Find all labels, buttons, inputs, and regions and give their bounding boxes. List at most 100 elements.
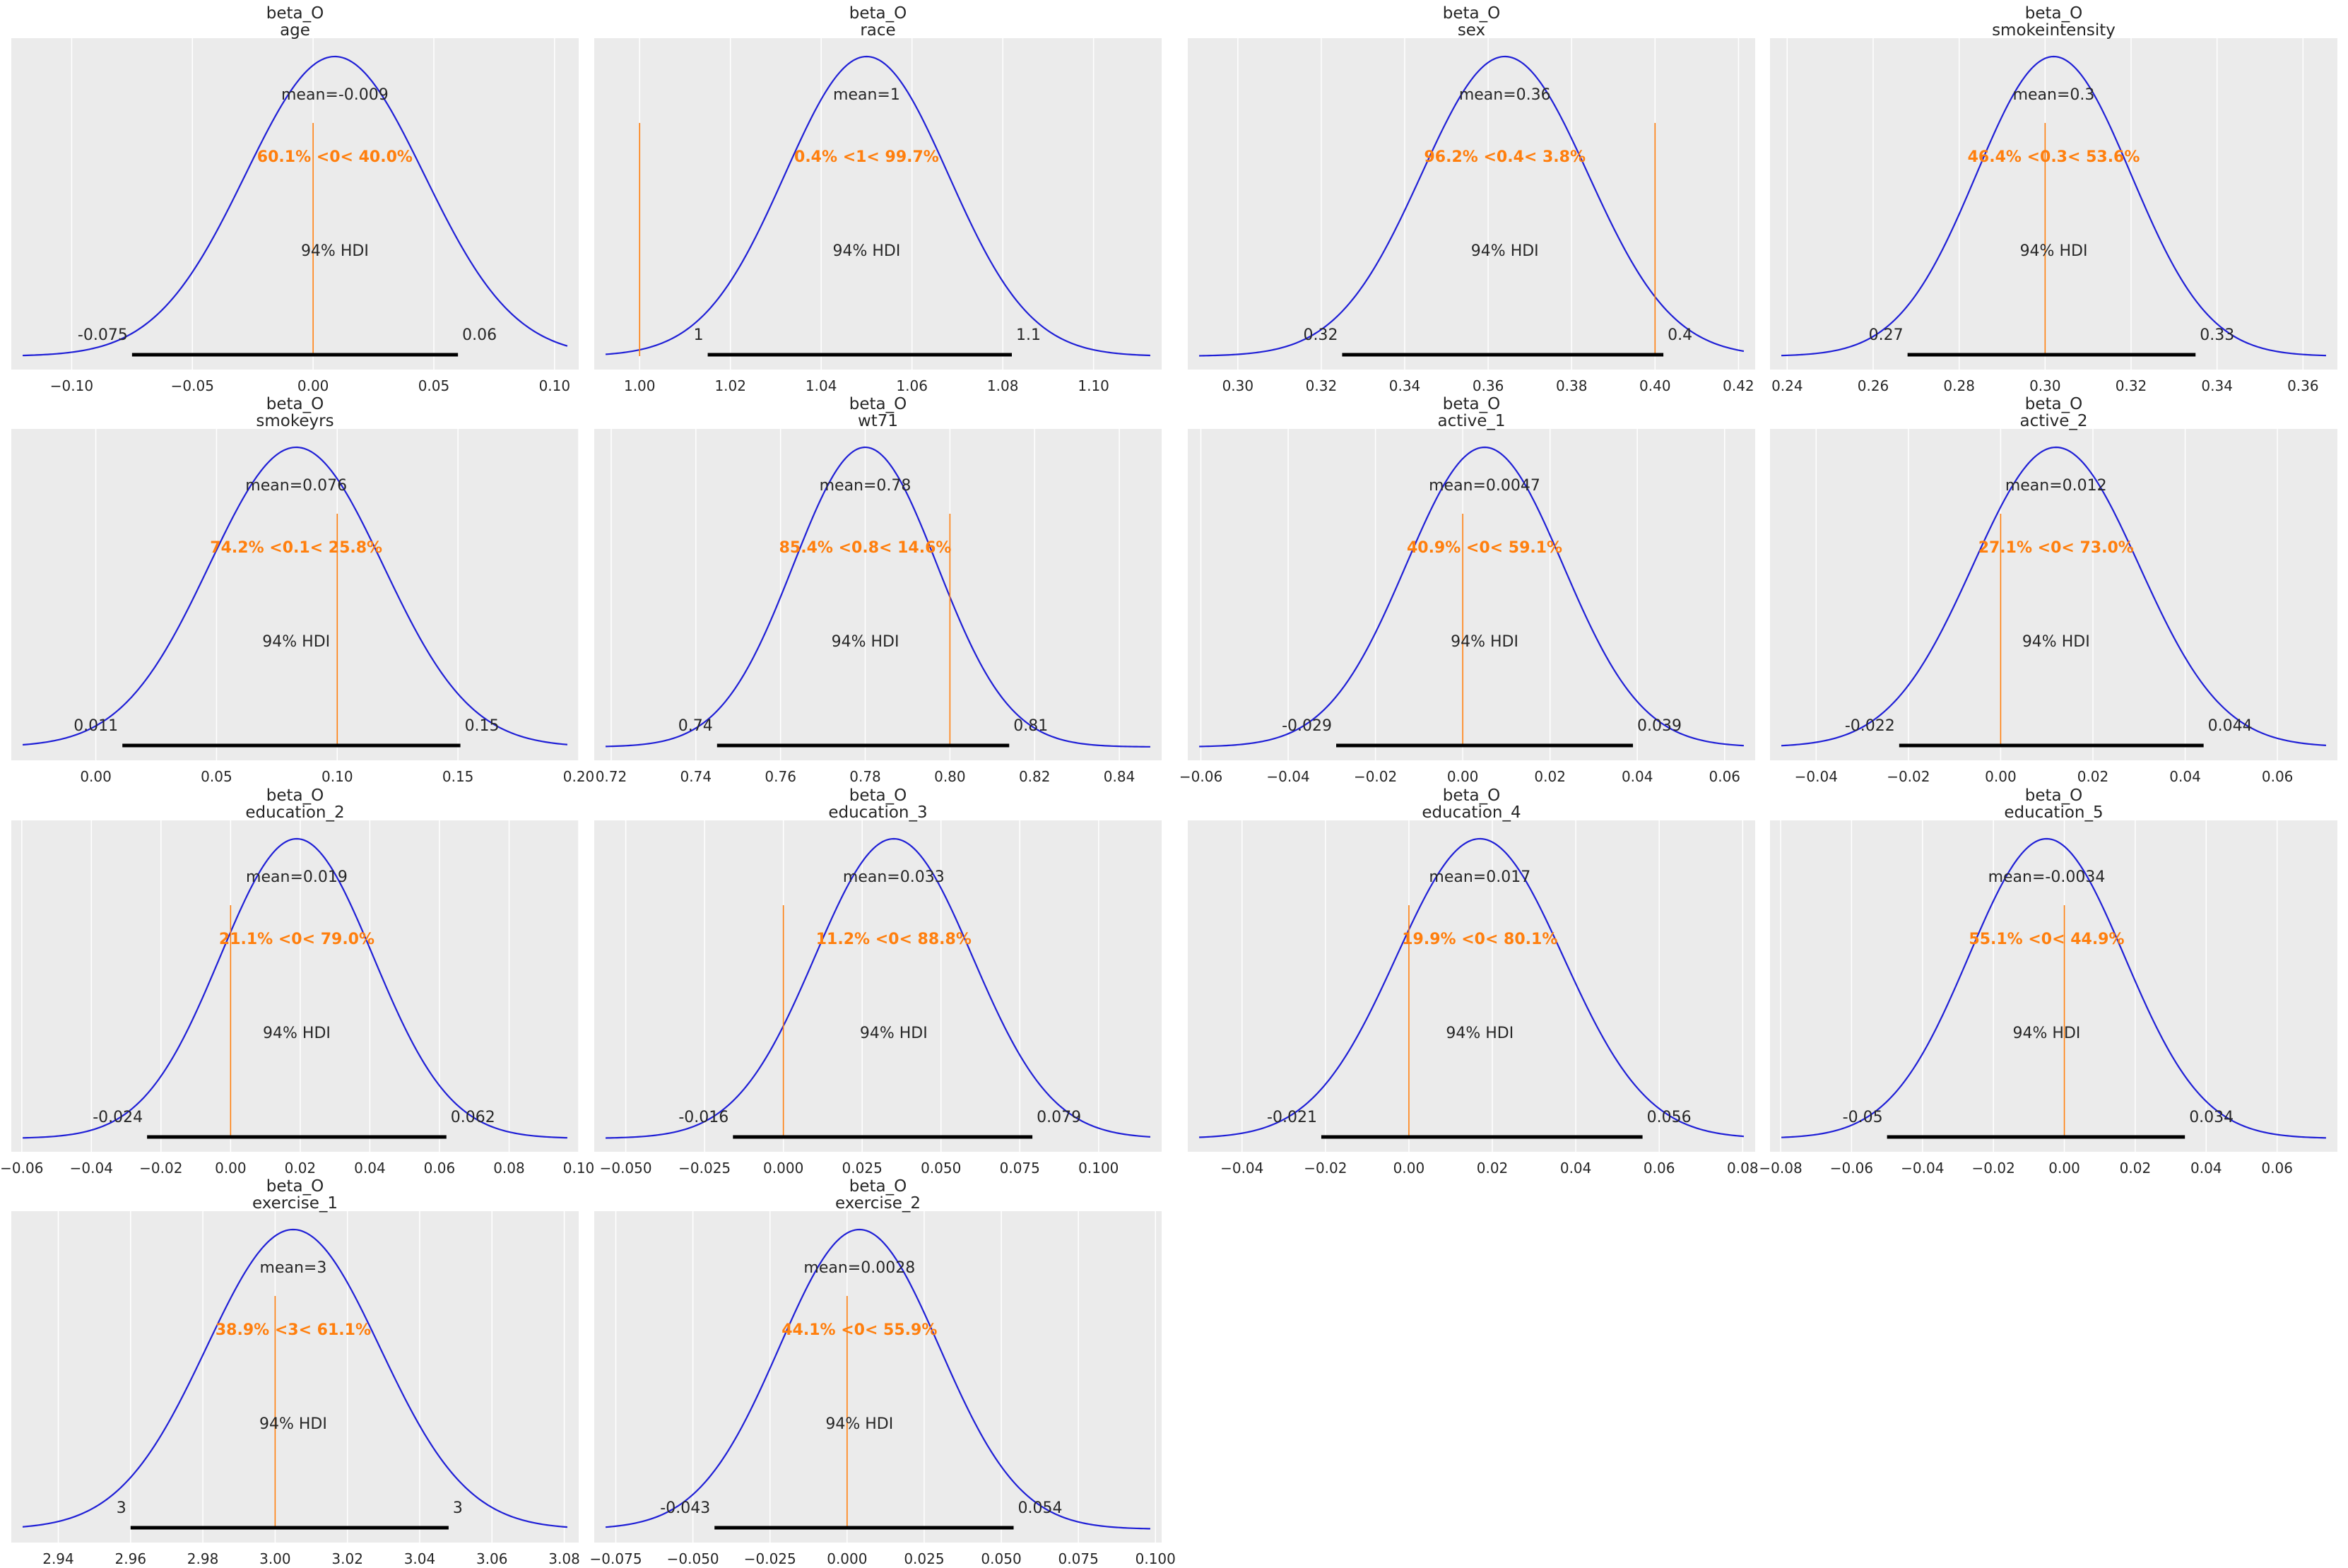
panel-subtitle: education_4 xyxy=(1422,803,1521,822)
x-tick-label: −0.04 xyxy=(1795,768,1838,785)
density-curve xyxy=(22,1228,568,1528)
x-tick-label: −0.02 xyxy=(1304,1160,1347,1177)
x-tick-label: −0.04 xyxy=(70,1160,113,1177)
x-tick-label: 0.04 xyxy=(1622,768,1653,785)
panel-title: beta_O xyxy=(849,4,907,23)
axes-background xyxy=(1770,38,2337,370)
mean-label: mean=3 xyxy=(260,1259,327,1277)
reference-label: 19.9% <0< 80.1% xyxy=(1402,931,1557,948)
x-tick-label: −0.04 xyxy=(1901,1160,1944,1177)
x-tick-label: 0.02 xyxy=(1477,1160,1509,1177)
hdi-lower-label: -0.021 xyxy=(1267,1109,1317,1126)
density-curve xyxy=(605,1228,1150,1530)
x-tick-label: 1.06 xyxy=(896,377,928,394)
x-tick-label: −0.04 xyxy=(1266,768,1309,785)
hdi-lower-label: -0.029 xyxy=(1282,717,1332,735)
x-tick-label: 0.30 xyxy=(2029,377,2061,394)
x-tick-label: 0.80 xyxy=(934,768,966,785)
x-tick-label: 0.00 xyxy=(80,768,112,785)
x-tick-label: 0.10 xyxy=(539,377,571,394)
reference-label: 85.4% <0.8< 14.6% xyxy=(779,539,952,557)
x-tick-label: 0.00 xyxy=(1985,768,2017,785)
reference-label: 96.2% <0.4< 3.8% xyxy=(1424,148,1586,166)
x-tick-label: −0.02 xyxy=(139,1160,182,1177)
x-tick-label: −0.06 xyxy=(0,1160,43,1177)
x-tick-label: 2.98 xyxy=(187,1550,219,1567)
x-tick-label: 0.24 xyxy=(1771,377,1803,394)
x-tick-label: 3.04 xyxy=(404,1550,436,1567)
x-tick-label: 0.42 xyxy=(1723,377,1754,394)
hdi-upper-label: 0.81 xyxy=(1013,717,1048,735)
reference-label: 27.1% <0< 73.0% xyxy=(1978,539,2134,557)
x-tick-label: 0.00 xyxy=(215,1160,247,1177)
axes-background xyxy=(1188,820,1755,1152)
x-tick-label: −0.04 xyxy=(1220,1160,1263,1177)
x-tick-label: 1.00 xyxy=(624,377,656,394)
x-tick-label: 0.30 xyxy=(1222,377,1254,394)
hdi-label: 94% HDI xyxy=(825,1415,893,1433)
axes-background xyxy=(1188,38,1755,370)
density-curve xyxy=(22,446,568,746)
x-tick-label: −0.075 xyxy=(590,1550,642,1567)
x-tick-label: 0.075 xyxy=(1000,1160,1040,1177)
hdi-upper-label: 0.034 xyxy=(2189,1109,2234,1126)
panel-title: beta_O xyxy=(849,395,907,413)
hdi-label: 94% HDI xyxy=(259,1415,327,1433)
hdi-upper-label: 0.33 xyxy=(2200,326,2234,344)
reference-label: 11.2% <0< 88.8% xyxy=(816,931,972,948)
density-curve xyxy=(1781,55,2326,357)
panel-subtitle: education_3 xyxy=(828,803,927,822)
hdi-lower-label: 0.011 xyxy=(73,717,118,735)
hdi-label: 94% HDI xyxy=(1446,1025,1514,1042)
hdi-upper-label: 0.056 xyxy=(1647,1109,1692,1126)
x-tick-label: 0.100 xyxy=(1135,1550,1176,1567)
panel-title: beta_O xyxy=(266,786,324,805)
reference-label: 60.1% <0< 40.0% xyxy=(257,148,413,166)
reference-label: 21.1% <0< 79.0% xyxy=(219,931,374,948)
density-curve xyxy=(23,837,567,1139)
x-tick-label: 0.02 xyxy=(285,1160,317,1177)
panel-title: beta_O xyxy=(2025,395,2082,413)
x-tick-label: 0.08 xyxy=(493,1160,525,1177)
x-tick-label: 3.06 xyxy=(476,1550,508,1567)
x-tick-label: 1.02 xyxy=(714,377,746,394)
hdi-label: 94% HDI xyxy=(1451,633,1518,651)
x-tick-label: 3.08 xyxy=(548,1550,580,1567)
x-tick-label: 0.82 xyxy=(1019,768,1051,785)
panel-subtitle: wt71 xyxy=(858,412,898,430)
axes-background xyxy=(11,820,579,1152)
density-curve xyxy=(606,446,1150,748)
mean-label: mean=0.78 xyxy=(820,477,912,495)
x-tick-label: 0.06 xyxy=(2262,768,2294,785)
x-tick-label: 0.38 xyxy=(1556,377,1588,394)
hdi-lower-label: -0.043 xyxy=(660,1499,710,1517)
mean-label: mean=0.019 xyxy=(246,868,348,886)
x-tick-label: 0.00 xyxy=(2048,1160,2080,1177)
x-tick-label: 0.15 xyxy=(442,768,474,785)
hdi-lower-label: 1 xyxy=(694,326,704,344)
x-tick-label: −0.025 xyxy=(678,1160,731,1177)
hdi-label: 94% HDI xyxy=(2022,633,2090,651)
mean-label: mean=0.012 xyxy=(2005,477,2107,495)
hdi-label: 94% HDI xyxy=(1471,242,1539,260)
x-tick-label: 0.00 xyxy=(1447,768,1479,785)
x-tick-label: 0.100 xyxy=(1078,1160,1119,1177)
x-tick-label: 0.06 xyxy=(1709,768,1740,785)
x-tick-label: −0.08 xyxy=(1759,1160,1802,1177)
x-tick-label: 0.28 xyxy=(1943,377,1975,394)
x-tick-label: 0.05 xyxy=(201,768,232,785)
mean-label: mean=0.0028 xyxy=(803,1259,915,1277)
x-tick-label: 0.000 xyxy=(763,1160,803,1177)
x-tick-label: 2.96 xyxy=(115,1550,147,1567)
x-tick-label: 0.72 xyxy=(596,768,627,785)
panel-subtitle: exercise_1 xyxy=(252,1194,338,1213)
panel-title: beta_O xyxy=(849,1177,907,1196)
x-tick-label: 0.00 xyxy=(297,377,329,394)
x-tick-label: 0.04 xyxy=(1560,1160,1592,1177)
panel-subtitle: active_1 xyxy=(1437,412,1505,430)
x-tick-label: 0.02 xyxy=(1534,768,1566,785)
